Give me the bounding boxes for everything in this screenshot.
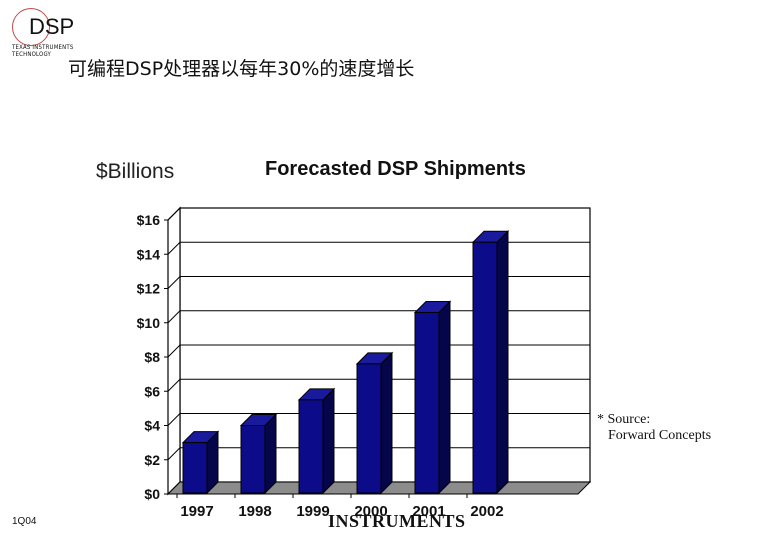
source-value: Forward Concepts xyxy=(608,428,712,443)
gridline-side xyxy=(167,207,181,221)
y-tick-label: $14 xyxy=(137,246,161,262)
y-tick-label: $4 xyxy=(144,418,160,434)
bar xyxy=(472,241,498,494)
slide-title: 可编程DSP处理器以每年30%的速度增长 xyxy=(68,58,415,80)
bar xyxy=(240,425,266,494)
gridline-side xyxy=(167,241,181,255)
dsp-logo: DSP TEXAS INSTRUMENTS TECHNOLOGY xyxy=(12,8,82,68)
source-note: * Source: Forward Concepts xyxy=(597,412,711,444)
bar-side xyxy=(496,230,509,495)
bar xyxy=(414,311,440,494)
gridline-side xyxy=(167,378,181,392)
x-tick-label: 2001 xyxy=(412,503,445,520)
x-tick-label: 2002 xyxy=(470,503,503,520)
y-tick-label: $8 xyxy=(144,349,160,365)
y-tick-label: $12 xyxy=(137,281,161,297)
bar-side xyxy=(322,387,335,495)
x-tick-label: 2000 xyxy=(354,503,387,520)
gridline-side xyxy=(167,310,181,324)
gridline-side xyxy=(167,413,181,426)
bar xyxy=(298,399,324,494)
logo-text: DSP xyxy=(29,14,75,39)
bar xyxy=(182,442,208,494)
logo-subtext: TEXAS INSTRUMENTS TECHNOLOGY xyxy=(12,44,74,58)
gridline-side xyxy=(167,447,181,461)
footer-code: 1Q04 xyxy=(12,516,37,527)
x-tick-label: 1997 xyxy=(180,503,213,520)
x-tick-label: 1999 xyxy=(296,503,329,520)
chart-title: Forecasted DSP Shipments xyxy=(265,158,526,180)
bar xyxy=(356,363,382,494)
dsp-logo-icon xyxy=(12,8,50,46)
bar-side xyxy=(380,351,393,495)
y-tick-label: $0 xyxy=(144,486,160,502)
y-tick-label: $2 xyxy=(144,452,160,468)
source-label: * Source: xyxy=(597,412,651,427)
y-tick-label: $10 xyxy=(137,315,161,331)
y-tick-label: $16 xyxy=(137,212,161,228)
brand-wordmark: INSTRUMENTS xyxy=(328,511,466,531)
x-tick-label: 1998 xyxy=(238,503,271,520)
bar-side xyxy=(438,300,451,495)
gridline-side xyxy=(167,276,181,289)
y-axis-label: $Billions xyxy=(96,160,175,183)
y-tick-label: $6 xyxy=(144,383,160,399)
bar-side xyxy=(264,413,277,495)
gridline-side xyxy=(167,344,181,358)
